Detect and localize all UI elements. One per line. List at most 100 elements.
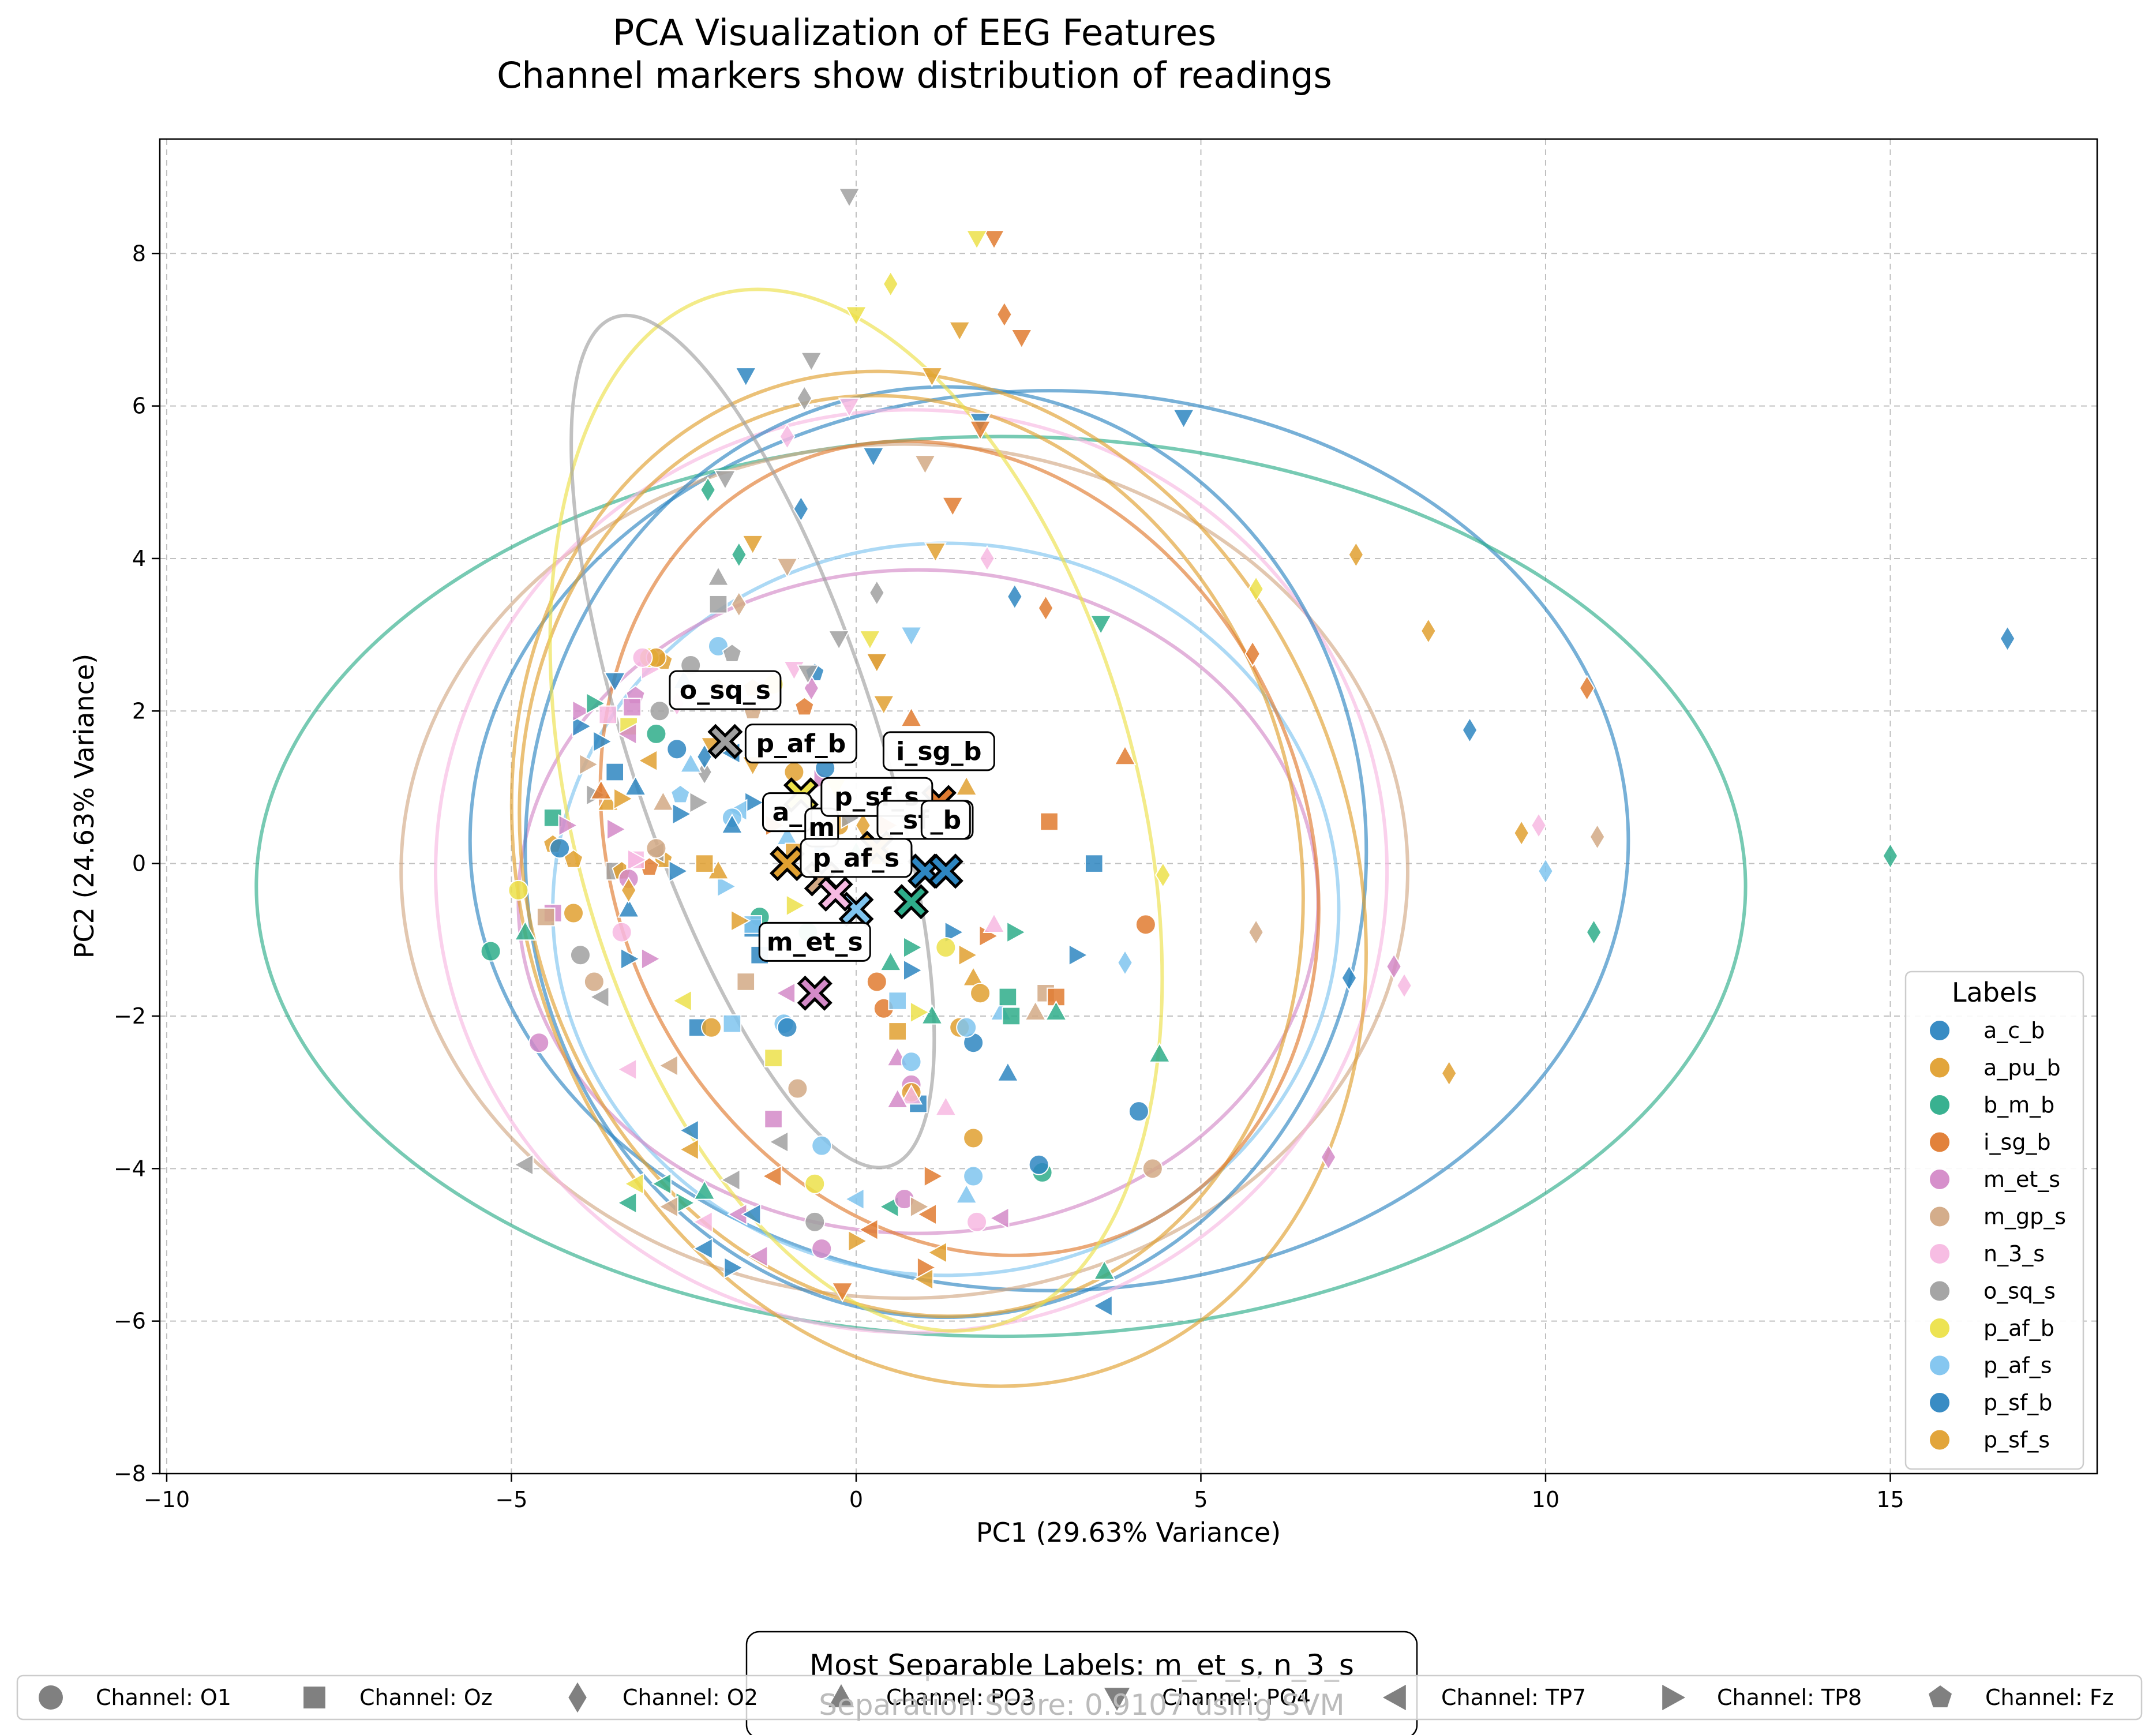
- data-point-i_sg_b: [1244, 640, 1261, 668]
- channel-label: Channel: Fz: [1985, 1685, 2114, 1710]
- data-point-o_sq_s: [796, 664, 819, 685]
- data-point-o_sq_s: [838, 188, 861, 208]
- data-point-b_m_b: [730, 541, 747, 568]
- data-point-b_m_b: [616, 1191, 638, 1215]
- data-point-p_af_s: [901, 1051, 922, 1073]
- labels-legend: Labels a_c_b a_pu_b b_m_b i_sg_b m_et_s m_gp_…: [1904, 970, 2084, 1470]
- data-point-a_pu_b: [888, 1022, 907, 1041]
- data-point-a_pu_b: [741, 534, 764, 556]
- data-point-p_af_s: [888, 991, 907, 1010]
- x-tick-label: −10: [144, 1487, 190, 1512]
- data-point-o_sq_s: [708, 594, 728, 614]
- data-point-n_3_s: [598, 705, 618, 725]
- data-point-a_pu_b: [563, 902, 584, 924]
- channel-marker: [1929, 1685, 1952, 1707]
- chart-title-line-1: PCA Visualization of EEG Features: [613, 12, 1216, 54]
- data-point-n_3_s: [692, 1211, 713, 1234]
- ellipse-a_c_b: [468, 389, 1630, 1292]
- y-tick-label: −2: [114, 1003, 146, 1029]
- legend-label: p_sf_b: [1983, 1390, 2052, 1415]
- ellipse-b_m_b: [254, 434, 1748, 1339]
- data-point-a_pu_b: [970, 983, 991, 1004]
- data-point-m_et_s: [528, 1032, 550, 1054]
- data-point-p_sf_b: [721, 813, 744, 834]
- data-point-a_pu_b: [637, 749, 658, 772]
- centroid-n_3_s: [818, 876, 853, 912]
- channel-marker: [303, 1687, 325, 1708]
- data-point-o_sq_s: [868, 579, 885, 606]
- data-point-o_sq_s: [707, 565, 730, 586]
- centroid-label-box: [800, 838, 913, 878]
- channel-legend-TP8: Channel: TP8: [1662, 1684, 1862, 1711]
- data-point-b_m_b: [879, 950, 902, 972]
- data-point-m_gp_s: [1024, 1000, 1047, 1021]
- data-point-b_m_b: [1002, 1006, 1021, 1026]
- legend-swatch: [1929, 1020, 1951, 1041]
- data-point-b_m_b: [1006, 921, 1027, 944]
- y-tick-label: 8: [132, 241, 146, 266]
- y-tick-label: 6: [132, 394, 146, 419]
- data-point-i_sg_b: [923, 1165, 944, 1188]
- channel-marker: [568, 1682, 587, 1713]
- data-point-p_af_b: [965, 230, 988, 250]
- data-point-p_af_b: [785, 894, 807, 917]
- data-point-m_gp_s: [646, 838, 667, 859]
- data-point-n_3_s: [838, 398, 861, 418]
- channel-legend-Oz: Channel: Oz: [303, 1685, 493, 1710]
- data-point-b_m_b: [998, 987, 1018, 1007]
- legend-label: b_m_b: [1983, 1092, 2054, 1118]
- data-point-a_pu_b: [927, 1241, 947, 1264]
- data-point-n_3_s: [900, 1084, 923, 1105]
- legend-label: i_sg_b: [1983, 1130, 2051, 1155]
- channel-legend-TP7: Channel: TP7: [1382, 1684, 1586, 1711]
- channel-legend-frame: [16, 1674, 2143, 1721]
- data-point-m_gp_s: [1589, 823, 1606, 850]
- data-point-p_sf_b: [734, 367, 758, 388]
- data-point-a_pu_b: [920, 367, 943, 388]
- data-point-m_gp_s: [787, 1078, 808, 1099]
- data-points: [480, 188, 2016, 1317]
- legend-swatch: [1929, 1280, 1951, 1302]
- data-point-a_pu_b: [948, 321, 971, 342]
- data-point-b_m_b: [920, 1004, 943, 1025]
- data-point-m_gp_s: [536, 907, 556, 927]
- data-point-p_sf_b: [678, 1119, 699, 1142]
- data-point-i_sg_b: [794, 696, 815, 716]
- x-tick-label: 0: [849, 1487, 863, 1512]
- data-point-m_et_s: [989, 1206, 1010, 1230]
- legend-label: p_af_b: [1983, 1316, 2054, 1341]
- centroid-marker: [894, 884, 929, 920]
- legend-entry-n_3_s: n_3_s: [1929, 1241, 2045, 1266]
- data-point-i_sg_b: [996, 301, 1013, 328]
- ellipse-i_sg_b: [598, 439, 1321, 1257]
- y-tick-label: 0: [132, 851, 146, 876]
- data-point-m_et_s: [616, 722, 638, 745]
- data-point-m_et_s: [558, 814, 579, 837]
- centroid-label: a_: [773, 798, 803, 827]
- channel-legend-Fz: Channel: Fz: [1929, 1685, 2114, 1710]
- data-point-p_af_s: [955, 1183, 978, 1204]
- data-point-m_gp_s: [1142, 1158, 1163, 1179]
- data-point-i_sg_b: [590, 779, 613, 800]
- data-point-m_gp_s: [658, 1054, 678, 1077]
- data-point-i_sg_b: [916, 1203, 937, 1226]
- data-point-a_pu_b: [678, 1138, 699, 1161]
- legend-entry-a_pu_b: a_pu_b: [1929, 1055, 2061, 1081]
- data-point-p_af_s: [1117, 949, 1133, 976]
- centroid-p_af_s: p_af_s: [800, 838, 913, 927]
- legend-entry-m_et_s: m_et_s: [1929, 1167, 2060, 1192]
- data-point-o_sq_s: [796, 385, 813, 412]
- data-point-o_sq_s: [714, 470, 737, 490]
- legend-swatch: [1929, 1354, 1951, 1377]
- channel-marker: [828, 1684, 854, 1707]
- x-tick-label: 15: [1876, 1487, 1904, 1512]
- data-point-i_sg_b: [983, 230, 1006, 250]
- data-point-m_et_s: [640, 947, 662, 970]
- y-tick-label: −6: [114, 1309, 146, 1334]
- channel-marker: [39, 1685, 63, 1710]
- data-point-p_sf_b: [903, 959, 924, 982]
- legend-label: a_pu_b: [1983, 1055, 2061, 1081]
- centroid-marker: [707, 724, 743, 759]
- data-point-o_sq_s: [720, 1168, 741, 1191]
- data-point-m_et_s: [886, 1088, 909, 1108]
